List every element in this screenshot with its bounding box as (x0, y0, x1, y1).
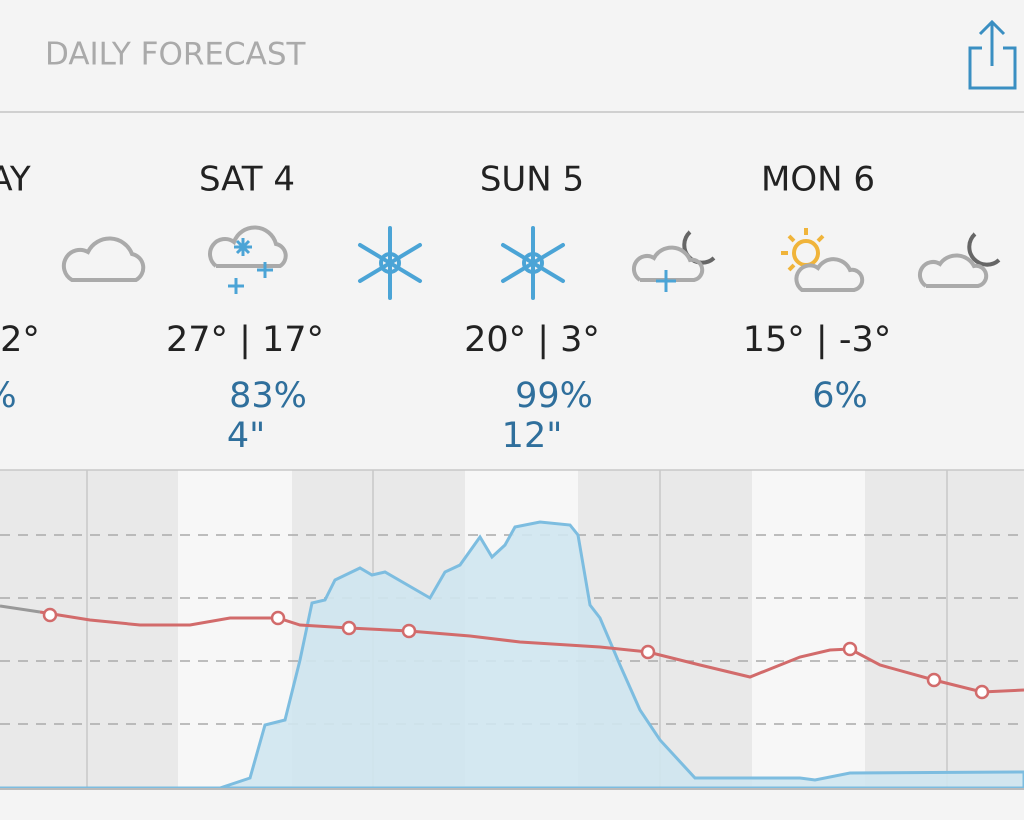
day-columns: AY 2° % SAT 4 27° | 17° 83% 4" SUN 5 20°… (0, 160, 891, 457)
day-label: MON 6 (761, 160, 875, 200)
forecast-graph (0, 469, 1024, 790)
precip: 99% (515, 376, 593, 416)
temps: 27° | 17° (166, 320, 324, 360)
day-label: SUN 5 (480, 160, 584, 200)
day-label: AY (0, 160, 31, 200)
share-button[interactable] (968, 19, 1017, 90)
precip: % (0, 376, 17, 416)
day-label: SAT 4 (199, 160, 295, 200)
snow-amount: 12" (502, 416, 563, 456)
precip: 6% (812, 376, 868, 416)
temps: 2° (0, 320, 40, 360)
snow-amount: 4" (227, 416, 265, 456)
temps: 15° | -3° (743, 320, 891, 360)
precip: 83% (229, 376, 307, 416)
header-title: DAILY FORECAST (45, 37, 307, 73)
temps: 20° | 3° (464, 320, 600, 360)
weather-icons (61, 225, 1001, 300)
